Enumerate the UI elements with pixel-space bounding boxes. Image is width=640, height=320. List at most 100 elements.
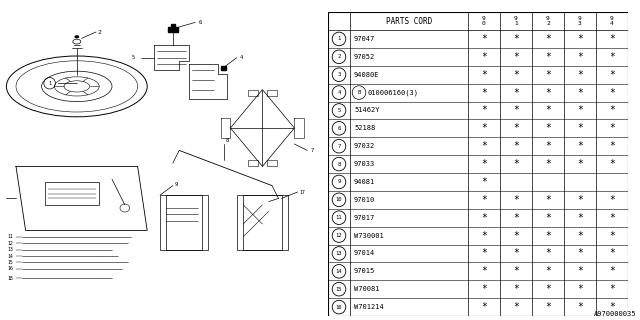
Text: *: * (545, 105, 551, 116)
Text: *: * (577, 123, 583, 133)
Text: 12: 12 (336, 233, 342, 238)
Bar (268, 90, 277, 96)
Text: 16: 16 (336, 305, 342, 309)
Bar (221, 66, 226, 70)
Text: *: * (513, 195, 519, 205)
Text: *: * (609, 248, 615, 259)
Text: *: * (577, 141, 583, 151)
Text: *: * (609, 159, 615, 169)
Text: 97014: 97014 (354, 251, 375, 256)
Text: *: * (545, 248, 551, 259)
Text: *: * (577, 52, 583, 62)
Text: *: * (545, 302, 551, 312)
Text: *: * (577, 284, 583, 294)
Bar (168, 27, 178, 32)
Text: *: * (513, 88, 519, 98)
Text: *: * (609, 52, 615, 62)
Text: *: * (545, 159, 551, 169)
Text: 9
2: 9 2 (546, 16, 550, 26)
Text: 9: 9 (337, 180, 340, 184)
Text: *: * (609, 34, 615, 44)
Text: *: * (545, 52, 551, 62)
Text: *: * (513, 248, 519, 259)
Text: W70081: W70081 (354, 286, 380, 292)
Text: *: * (513, 231, 519, 241)
Text: *: * (609, 302, 615, 312)
Text: 94080E: 94080E (354, 72, 380, 78)
Text: *: * (577, 231, 583, 241)
Text: *: * (481, 302, 487, 312)
Text: *: * (513, 302, 519, 312)
Text: 11: 11 (336, 215, 342, 220)
Text: 16: 16 (7, 266, 13, 271)
Text: *: * (481, 88, 487, 98)
Text: 94081: 94081 (354, 179, 375, 185)
Text: *: * (481, 141, 487, 151)
Text: *: * (481, 52, 487, 62)
Text: 010006160(3): 010006160(3) (367, 89, 419, 96)
Text: A970000035: A970000035 (595, 311, 637, 317)
Text: *: * (545, 34, 551, 44)
Text: *: * (513, 284, 519, 294)
Text: *: * (481, 266, 487, 276)
Text: *: * (481, 177, 487, 187)
Text: *: * (577, 88, 583, 98)
Text: *: * (513, 70, 519, 80)
Text: 97017: 97017 (354, 215, 375, 221)
Text: 4: 4 (240, 55, 243, 60)
Text: *: * (481, 105, 487, 116)
Text: *: * (481, 248, 487, 259)
Text: *: * (609, 284, 615, 294)
Text: 8: 8 (226, 138, 229, 143)
Text: 14: 14 (336, 269, 342, 274)
Text: 4: 4 (337, 90, 340, 95)
Text: 13: 13 (336, 251, 342, 256)
Text: 6: 6 (337, 126, 340, 131)
Text: *: * (545, 70, 551, 80)
Text: 1: 1 (337, 36, 340, 41)
Text: *: * (545, 141, 551, 151)
Text: 5: 5 (337, 108, 340, 113)
Text: 51462Y: 51462Y (354, 108, 380, 113)
Bar (248, 160, 257, 166)
Bar (237, 195, 282, 250)
Text: *: * (513, 266, 519, 276)
Text: *: * (609, 70, 615, 80)
Text: *: * (609, 141, 615, 151)
Text: *: * (545, 213, 551, 223)
Text: *: * (513, 52, 519, 62)
Text: *: * (481, 159, 487, 169)
Text: *: * (513, 123, 519, 133)
Bar (170, 24, 175, 27)
Text: 10: 10 (336, 197, 342, 202)
Text: *: * (609, 105, 615, 116)
Text: *: * (577, 105, 583, 116)
Text: B: B (357, 90, 360, 95)
Text: 2: 2 (337, 54, 340, 59)
Text: 13: 13 (7, 247, 13, 252)
Text: *: * (545, 231, 551, 241)
Text: 18: 18 (7, 276, 13, 281)
Text: 97047: 97047 (354, 36, 375, 42)
Text: *: * (513, 159, 519, 169)
Text: 2: 2 (97, 29, 101, 35)
Text: *: * (577, 70, 583, 80)
Text: 17: 17 (300, 189, 305, 195)
Text: *: * (481, 195, 487, 205)
Text: 7: 7 (337, 144, 340, 149)
Text: *: * (577, 302, 583, 312)
Text: *: * (609, 231, 615, 241)
Text: *: * (545, 123, 551, 133)
Text: W701214: W701214 (354, 304, 384, 310)
Text: W730001: W730001 (354, 233, 384, 239)
Text: 5: 5 (131, 55, 134, 60)
Text: *: * (545, 88, 551, 98)
Text: *: * (481, 231, 487, 241)
Text: 11: 11 (7, 234, 13, 239)
Text: 12: 12 (7, 241, 13, 246)
Text: *: * (609, 213, 615, 223)
Text: 97032: 97032 (354, 143, 375, 149)
Text: *: * (481, 284, 487, 294)
Text: *: * (577, 213, 583, 223)
Bar (243, 195, 288, 250)
